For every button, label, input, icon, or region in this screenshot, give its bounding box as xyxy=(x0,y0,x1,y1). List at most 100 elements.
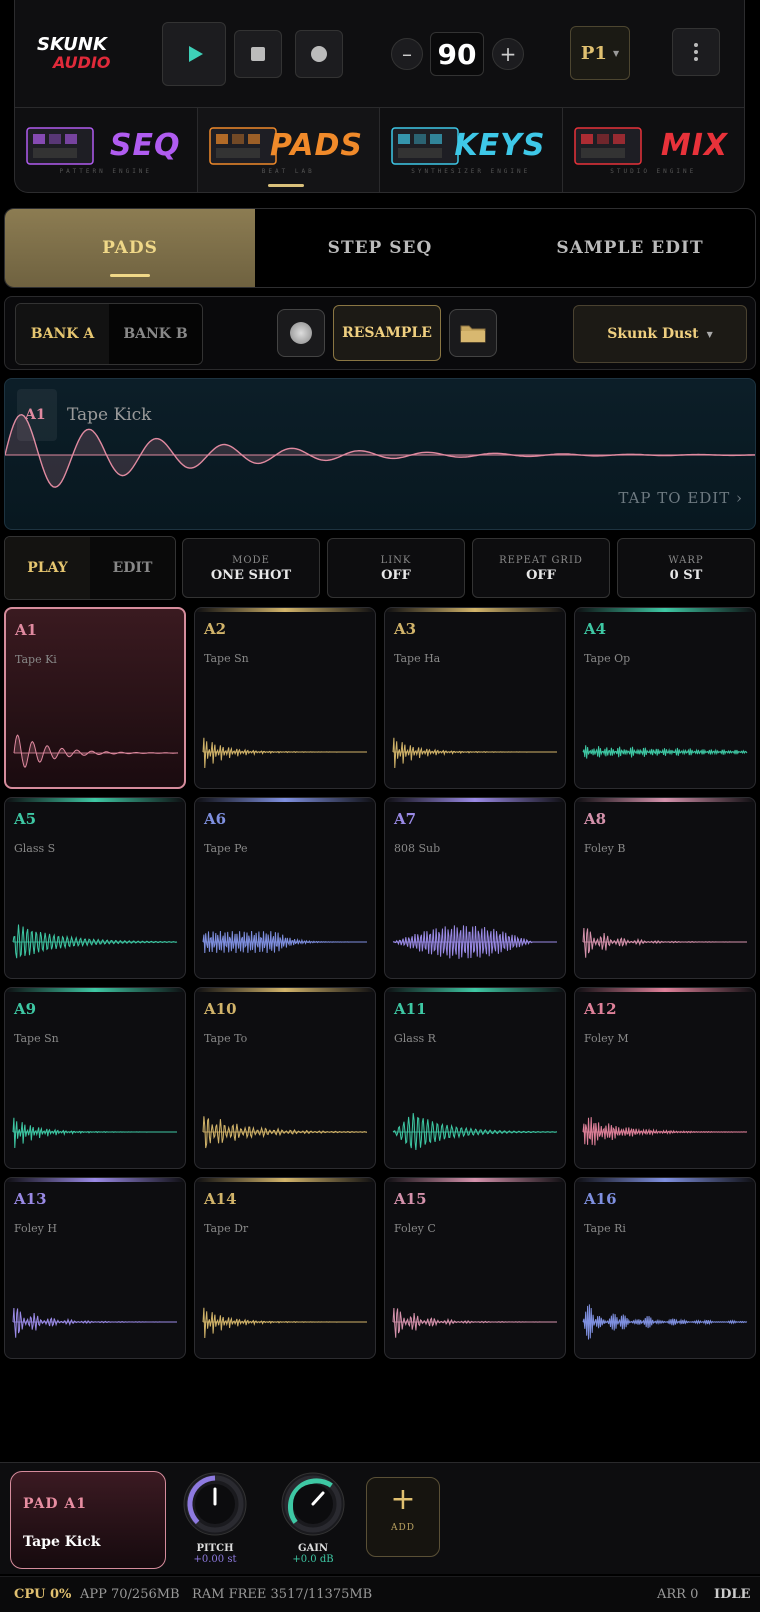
stop-button[interactable] xyxy=(234,30,282,78)
play-button[interactable] xyxy=(162,22,226,86)
bank-a-button[interactable]: BANK A xyxy=(16,304,109,364)
pitch-label: PITCH xyxy=(196,1543,234,1554)
add-button[interactable]: + ADD xyxy=(366,1477,440,1557)
tab-sample-edit[interactable]: SAMPLE EDIT xyxy=(556,238,704,258)
pad-id: A15 xyxy=(394,1190,427,1208)
edit-mode-button[interactable]: EDIT xyxy=(90,537,175,599)
gain-knob[interactable]: GAIN +0.0 dB xyxy=(278,1471,348,1565)
pad-accent xyxy=(575,988,755,992)
pad-accent xyxy=(385,1178,565,1182)
pad-id: A1 xyxy=(15,621,38,639)
pad-waveform xyxy=(392,737,557,769)
bpm-increase-button[interactable]: + xyxy=(492,38,524,70)
pad-sample-name: Foley M xyxy=(584,1032,629,1045)
pad-a15[interactable]: A15 Foley C xyxy=(384,1177,566,1359)
waveform-sample-name: Tape Kick xyxy=(67,405,152,425)
module-tab-mix[interactable]: MIX STUDIO ENGINE xyxy=(563,108,745,192)
module-tab-seq[interactable]: SEQ PATTERN ENGINE xyxy=(15,108,198,192)
module-title: PADS xyxy=(270,128,363,163)
bpm-value[interactable]: 90 xyxy=(430,32,484,76)
pad-id: A10 xyxy=(204,1000,237,1018)
gain-label: GAIN xyxy=(297,1543,329,1554)
pad-a11[interactable]: A11 Glass R xyxy=(384,987,566,1169)
pad-a8[interactable]: A8 Foley B xyxy=(574,797,756,979)
pad-a9[interactable]: A9 Tape Sn xyxy=(4,987,186,1169)
param-value: OFF xyxy=(381,568,411,583)
pad-sample-name: Tape To xyxy=(204,1032,248,1045)
module-subtitle: STUDIO ENGINE xyxy=(610,168,697,175)
main-tabs: PADS STEP SEQ SAMPLE EDIT xyxy=(4,208,756,288)
module-title: MIX xyxy=(660,128,728,163)
link-param[interactable]: LINK OFF xyxy=(327,538,465,598)
pad-waveform xyxy=(582,1117,748,1146)
module-tab-keys[interactable]: KEYS SYNTHESIZER ENGINE xyxy=(380,108,563,192)
more-menu-button[interactable] xyxy=(672,28,720,76)
chevron-down-icon: ▼ xyxy=(612,48,620,58)
waveform-preview[interactable]: A1 Tape Kick TAP TO EDIT › xyxy=(4,378,756,530)
pad-accent xyxy=(575,798,755,802)
pad-sample-name: Foley C xyxy=(394,1222,436,1235)
pad-accent xyxy=(575,608,755,612)
svg-text:SKUNK: SKUNK xyxy=(37,34,109,55)
cpu-usage: CPU 0% xyxy=(14,1587,72,1602)
bank-b-button[interactable]: BANK B xyxy=(109,304,202,364)
record-icon xyxy=(311,46,327,62)
repeat-grid-param[interactable]: REPEAT GRID OFF xyxy=(472,538,610,598)
pad-a7[interactable]: A7 808 Sub xyxy=(384,797,566,979)
pad-accent xyxy=(5,1178,185,1182)
pad-sample-name: Glass R xyxy=(394,1032,436,1045)
ram-free: RAM FREE 3517/11375MB xyxy=(192,1587,373,1602)
pad-a12[interactable]: A12 Foley M xyxy=(574,987,756,1169)
kit-selector[interactable]: Skunk Dust ▼ xyxy=(573,305,747,363)
current-pad-card[interactable]: PAD A1 Tape Kick xyxy=(10,1471,166,1569)
pad-a13[interactable]: A13 Foley H xyxy=(4,1177,186,1359)
pad-badge xyxy=(17,389,57,441)
pad-a10[interactable]: A10 Tape To xyxy=(194,987,376,1169)
pad-a3[interactable]: A3 Tape Ha xyxy=(384,607,566,789)
pad-waveform xyxy=(13,734,179,769)
tap-to-edit-hint[interactable]: TAP TO EDIT › xyxy=(618,489,743,507)
folder-button[interactable] xyxy=(449,309,497,357)
warp-param[interactable]: WARP 0 ST xyxy=(617,538,755,598)
pad-a6[interactable]: A6 Tape Pe xyxy=(194,797,376,979)
chevron-down-icon: ▼ xyxy=(706,329,713,339)
pad-accent xyxy=(385,608,565,612)
pad-a1[interactable]: A1 Tape Ki xyxy=(4,607,186,789)
resample-button[interactable]: RESAMPLE xyxy=(333,305,441,361)
bottom-panel: PAD A1 Tape Kick PITCH +0.00 st GAIN +0.… xyxy=(0,1462,760,1574)
pad-id: A4 xyxy=(584,620,607,638)
pad-id: A5 xyxy=(14,810,37,828)
preset-selector[interactable]: P1 ▼ xyxy=(570,26,630,80)
pitch-knob[interactable]: PITCH +0.00 st xyxy=(180,1471,250,1565)
tab-step-seq[interactable]: STEP SEQ xyxy=(327,238,433,258)
tab-pads[interactable]: PADS xyxy=(5,209,255,287)
current-pad-label: PAD A1 xyxy=(23,1496,87,1512)
bank-selector: BANK A BANK B xyxy=(15,303,203,365)
kit-name: Skunk Dust xyxy=(607,326,699,342)
bpm-decrease-button[interactable]: – xyxy=(391,38,423,70)
pad-accent xyxy=(195,988,375,992)
param-label: MODE xyxy=(232,555,270,566)
gain-knob-icon xyxy=(281,1472,345,1536)
skunk-audio-logo: SKUNK AUDIO xyxy=(37,34,111,72)
module-title: KEYS xyxy=(454,128,546,163)
module-tab-pads[interactable]: PADS BEAT LAB xyxy=(197,108,380,192)
pad-a16[interactable]: A16 Tape Ri xyxy=(574,1177,756,1359)
pad-id: A12 xyxy=(584,1000,617,1018)
plus-icon: + xyxy=(390,1482,416,1517)
svg-text:AUDIO: AUDIO xyxy=(51,53,111,72)
top-bar: SKUNK AUDIO – 90 + P1 ▼ SEQ PATTERN ENGIN… xyxy=(14,0,745,193)
pitch-value: +0.00 st xyxy=(193,1554,237,1565)
pad-a2[interactable]: A2 Tape Sn xyxy=(194,607,376,789)
pad-sample-name: Tape Ha xyxy=(394,652,441,665)
module-title: SEQ xyxy=(109,128,181,163)
pad-a5[interactable]: A5 Glass S xyxy=(4,797,186,979)
pad-a4[interactable]: A4 Tape Op xyxy=(574,607,756,789)
pad-sample-name: Foley H xyxy=(14,1222,57,1235)
pad-a14[interactable]: A14 Tape Dr xyxy=(194,1177,376,1359)
record-button[interactable] xyxy=(295,30,343,78)
monitor-button[interactable] xyxy=(277,309,325,357)
mode-param[interactable]: MODE ONE SHOT xyxy=(182,538,320,598)
pad-waveform xyxy=(12,1307,177,1338)
play-mode-button[interactable]: PLAY xyxy=(5,537,90,599)
